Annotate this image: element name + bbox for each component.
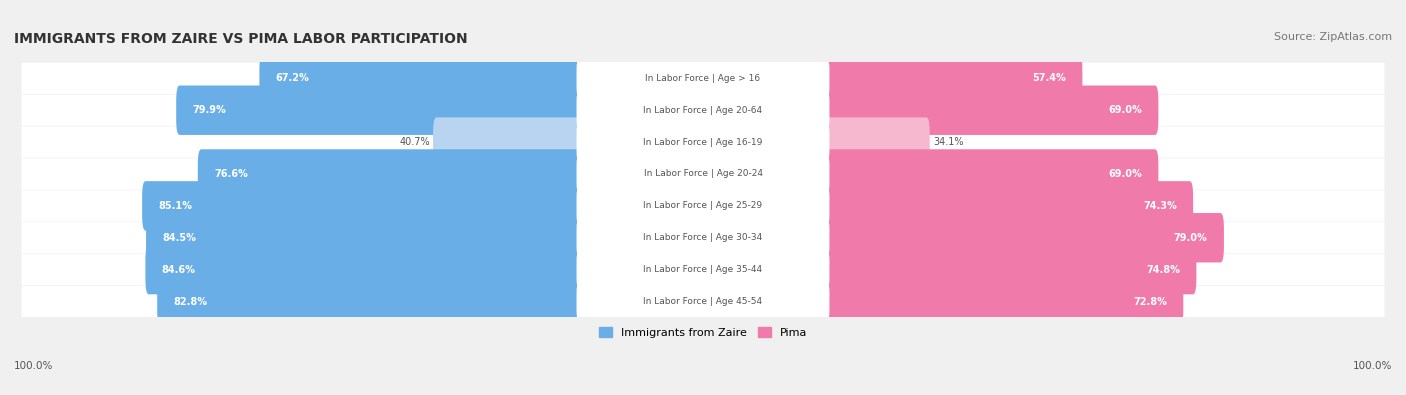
FancyBboxPatch shape <box>700 277 1184 326</box>
Text: 74.3%: 74.3% <box>1143 201 1177 211</box>
FancyBboxPatch shape <box>700 117 929 167</box>
Text: 100.0%: 100.0% <box>14 361 53 371</box>
FancyBboxPatch shape <box>157 277 706 326</box>
FancyBboxPatch shape <box>21 63 1385 94</box>
Text: 100.0%: 100.0% <box>1353 361 1392 371</box>
Text: 79.0%: 79.0% <box>1174 233 1208 243</box>
Text: In Labor Force | Age 45-54: In Labor Force | Age 45-54 <box>644 297 762 306</box>
FancyBboxPatch shape <box>700 181 1194 231</box>
FancyBboxPatch shape <box>198 149 706 199</box>
FancyBboxPatch shape <box>576 92 830 128</box>
FancyBboxPatch shape <box>21 126 1385 158</box>
Text: 69.0%: 69.0% <box>1108 105 1142 115</box>
FancyBboxPatch shape <box>576 156 830 192</box>
Text: 76.6%: 76.6% <box>214 169 247 179</box>
FancyBboxPatch shape <box>21 94 1385 126</box>
FancyBboxPatch shape <box>700 245 1197 294</box>
Text: In Labor Force | Age 20-64: In Labor Force | Age 20-64 <box>644 106 762 115</box>
FancyBboxPatch shape <box>433 117 706 167</box>
FancyBboxPatch shape <box>576 251 830 288</box>
FancyBboxPatch shape <box>576 219 830 256</box>
Text: 82.8%: 82.8% <box>173 297 208 307</box>
Legend: Immigrants from Zaire, Pima: Immigrants from Zaire, Pima <box>595 323 811 342</box>
Text: 74.8%: 74.8% <box>1146 265 1180 275</box>
Text: IMMIGRANTS FROM ZAIRE VS PIMA LABOR PARTICIPATION: IMMIGRANTS FROM ZAIRE VS PIMA LABOR PART… <box>14 32 468 45</box>
FancyBboxPatch shape <box>576 124 830 160</box>
Text: 57.4%: 57.4% <box>1032 73 1066 83</box>
Text: 69.0%: 69.0% <box>1108 169 1142 179</box>
Text: 34.1%: 34.1% <box>934 137 963 147</box>
FancyBboxPatch shape <box>259 54 706 103</box>
Text: 84.5%: 84.5% <box>163 233 197 243</box>
FancyBboxPatch shape <box>576 60 830 97</box>
Text: 84.6%: 84.6% <box>162 265 195 275</box>
FancyBboxPatch shape <box>142 181 706 231</box>
FancyBboxPatch shape <box>700 54 1083 103</box>
FancyBboxPatch shape <box>176 85 706 135</box>
Text: 85.1%: 85.1% <box>159 201 193 211</box>
FancyBboxPatch shape <box>700 85 1159 135</box>
Text: In Labor Force | Age 16-19: In Labor Force | Age 16-19 <box>644 137 762 147</box>
FancyBboxPatch shape <box>21 222 1385 253</box>
FancyBboxPatch shape <box>21 190 1385 222</box>
Text: In Labor Force | Age > 16: In Labor Force | Age > 16 <box>645 74 761 83</box>
Text: In Labor Force | Age 25-29: In Labor Force | Age 25-29 <box>644 201 762 211</box>
Text: In Labor Force | Age 30-34: In Labor Force | Age 30-34 <box>644 233 762 242</box>
Text: In Labor Force | Age 35-44: In Labor Force | Age 35-44 <box>644 265 762 274</box>
FancyBboxPatch shape <box>576 283 830 320</box>
FancyBboxPatch shape <box>700 149 1159 199</box>
Text: 72.8%: 72.8% <box>1133 297 1167 307</box>
FancyBboxPatch shape <box>21 158 1385 190</box>
FancyBboxPatch shape <box>576 188 830 224</box>
Text: 40.7%: 40.7% <box>399 137 430 147</box>
Text: Source: ZipAtlas.com: Source: ZipAtlas.com <box>1274 32 1392 41</box>
FancyBboxPatch shape <box>21 286 1385 317</box>
FancyBboxPatch shape <box>146 213 706 262</box>
FancyBboxPatch shape <box>700 213 1223 262</box>
Text: 67.2%: 67.2% <box>276 73 309 83</box>
Text: In Labor Force | Age 20-24: In Labor Force | Age 20-24 <box>644 169 762 179</box>
Text: 79.9%: 79.9% <box>193 105 226 115</box>
FancyBboxPatch shape <box>145 245 706 294</box>
FancyBboxPatch shape <box>21 254 1385 285</box>
